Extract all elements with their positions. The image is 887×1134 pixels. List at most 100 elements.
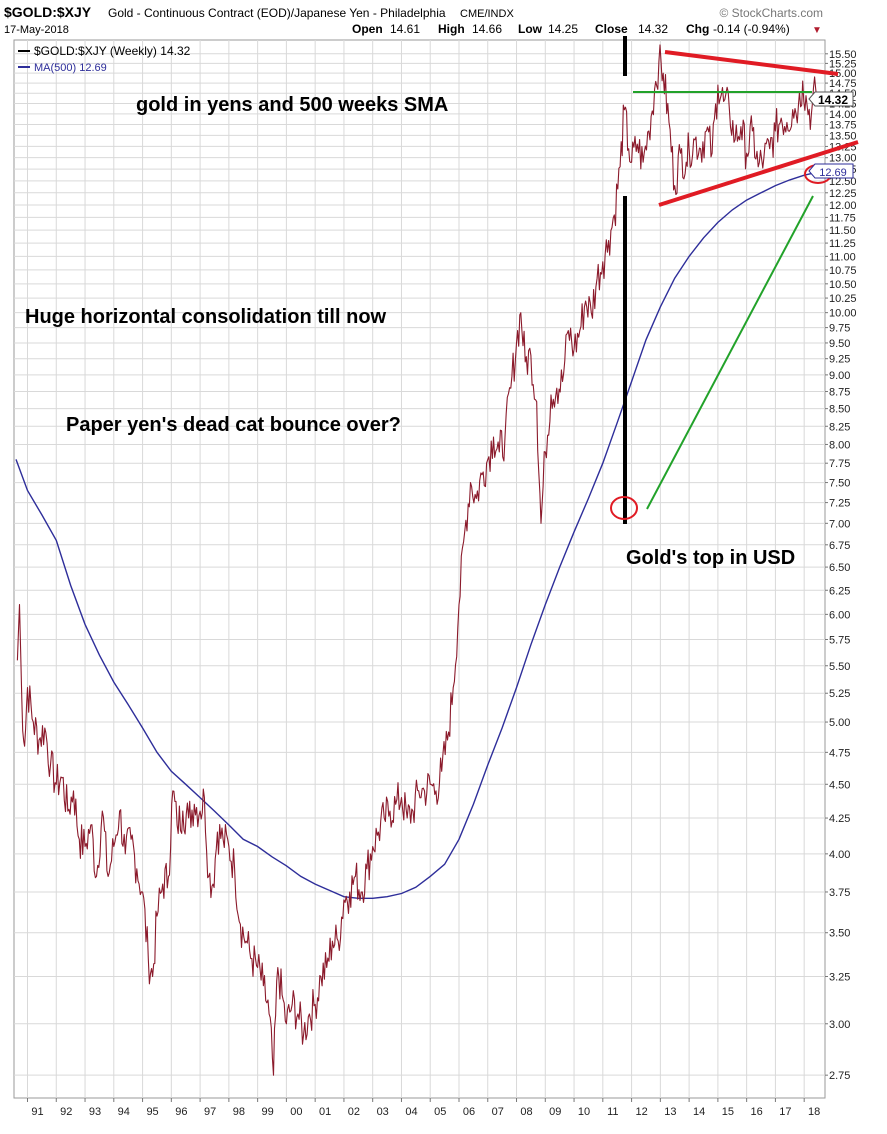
- y-tick-label: 8.75: [829, 387, 850, 399]
- annotation-dead-cat-note: Paper yen's dead cat bounce over?: [66, 414, 401, 436]
- price-tag-label: 14.32: [818, 93, 848, 107]
- price-tag: 14.32: [808, 91, 854, 107]
- plot-area: [13, 39, 826, 1099]
- y-tick-label: 14.75: [829, 78, 857, 90]
- y-tick-label: 5.00: [829, 717, 850, 729]
- y-tick-label: 6.50: [829, 562, 850, 574]
- high-value: 14.66: [472, 22, 502, 36]
- y-tick-label: 4.50: [829, 779, 850, 791]
- y-tick-label: 15.00: [829, 68, 857, 80]
- x-tick-label: 11: [607, 1106, 618, 1118]
- x-tick-label: 09: [549, 1106, 561, 1118]
- y-tick-label: 15.25: [829, 58, 857, 70]
- x-tick-label: 92: [60, 1106, 72, 1118]
- x-tick-label: 15: [722, 1106, 734, 1118]
- x-tick-label: 98: [233, 1106, 245, 1118]
- y-tick-label: 10.75: [829, 265, 857, 277]
- x-tick-label: 02: [348, 1106, 360, 1118]
- y-tick-label: 5.75: [829, 635, 850, 647]
- y-tick-label: 2.75: [829, 1070, 850, 1082]
- annotation-red-lower-trend: [658, 140, 859, 207]
- y-tick-label: 3.25: [829, 971, 850, 983]
- x-tick-label: 94: [118, 1106, 130, 1118]
- x-tick-label: 08: [520, 1106, 532, 1118]
- y-tick-label: 13.00: [829, 153, 857, 165]
- x-tick-label: 04: [405, 1106, 417, 1118]
- y-tick-label: 3.50: [829, 928, 850, 940]
- annotations: gold in yens and 500 weeks SMA Huge hori…: [25, 36, 859, 569]
- legend: $GOLD:$XJY (Weekly) 14.32 MA(500) 12.69: [18, 44, 191, 74]
- high-label: High: [438, 22, 465, 36]
- ma-layer: [15, 171, 819, 899]
- series-line-price: [16, 44, 820, 1076]
- x-tick-label: 97: [204, 1106, 216, 1118]
- close-value: 14.32: [638, 22, 668, 36]
- x-tick-label: 13: [664, 1106, 676, 1118]
- y-tick-label: 8.50: [829, 404, 850, 416]
- x-tick-label: 01: [319, 1106, 331, 1118]
- y-tick-label: 6.75: [829, 540, 850, 552]
- y-tick-label: 10.00: [829, 308, 857, 320]
- y-tick-label: 12.50: [829, 176, 857, 188]
- exchange-label: CME/INDX: [460, 8, 514, 20]
- x-tick-label: 05: [434, 1106, 446, 1118]
- y-tick-label: 5.25: [829, 688, 850, 700]
- annotation-top-note: Gold's top in USD: [626, 547, 795, 569]
- y-tick-label: 14.00: [829, 109, 857, 121]
- x-tick-label: 95: [146, 1106, 158, 1118]
- ma-tag-label: 12.69: [819, 167, 847, 179]
- legend-price-label: $GOLD:$XJY (Weekly) 14.32: [34, 44, 191, 58]
- x-tick-label: 96: [175, 1106, 187, 1118]
- y-tick-label: 9.25: [829, 354, 850, 366]
- y-tick-label: 13.50: [829, 130, 857, 142]
- close-label: Close: [595, 22, 628, 36]
- x-tick-label: 12: [635, 1106, 647, 1118]
- x-tick-label: 18: [808, 1106, 820, 1118]
- y-tick-label: 4.25: [829, 813, 850, 825]
- y-tick-label: 7.75: [829, 458, 850, 470]
- x-tick-label: 16: [751, 1106, 763, 1118]
- y-tick-label: 11.50: [829, 225, 856, 237]
- y-tick-label: 3.00: [829, 1019, 850, 1031]
- y-tick-label: 12.25: [829, 188, 857, 200]
- ma-tag: 12.69: [808, 163, 854, 179]
- x-tick-label: 99: [262, 1106, 274, 1118]
- chart-symbol: $GOLD:$XJY: [4, 4, 92, 20]
- annotation-red-upper-trend: [664, 50, 839, 76]
- y-tick-label: 9.75: [829, 323, 850, 335]
- open-label: Open: [352, 22, 383, 36]
- y-tick-label: 6.00: [829, 609, 850, 621]
- y-tick-label: 3.75: [829, 887, 850, 899]
- y-tick-label: 13.75: [829, 120, 857, 132]
- x-tick-label: 10: [578, 1106, 590, 1118]
- y-tick-label: 5.50: [829, 661, 850, 673]
- annotation-green-uptrend: [646, 195, 814, 510]
- y-tick-label: 7.50: [829, 478, 850, 490]
- y-tick-label: 11.00: [829, 251, 856, 263]
- legend-ma-label: MA(500) 12.69: [34, 62, 107, 74]
- annotation-title-note: gold in yens and 500 weeks SMA: [136, 94, 448, 116]
- x-tick-label: 14: [693, 1106, 705, 1118]
- y-tick-label: 11.25: [829, 238, 856, 250]
- ma-tag-box: [808, 163, 854, 179]
- y-axis: 2.75 3.00 3.25 3.50 3.75 4.00 4.25 4.50 4.75 5.00…: [825, 49, 857, 1082]
- x-tick-label: 00: [290, 1106, 302, 1118]
- stockcharts-brand: © StockCharts.com: [719, 6, 823, 20]
- y-tick-label: 7.00: [829, 518, 850, 530]
- x-tick-label: 06: [463, 1106, 475, 1118]
- chg-label: Chg: [686, 22, 709, 36]
- y-tick-label: 6.25: [829, 585, 850, 597]
- y-tick-label: 10.25: [829, 293, 857, 305]
- y-tick-label: 7.25: [829, 498, 850, 510]
- chart-description: Gold - Continuous Contract (EOD)/Japanes…: [108, 6, 446, 20]
- y-tick-label: 4.00: [829, 849, 850, 861]
- x-tick-label: 93: [89, 1106, 101, 1118]
- price-layer: [16, 44, 820, 1076]
- y-tick-label: 9.50: [829, 338, 850, 350]
- y-tick-label: 12.00: [829, 200, 857, 212]
- low-label: Low: [518, 22, 543, 36]
- y-tick-label: 10.50: [829, 279, 857, 291]
- x-tick-label: 91: [31, 1106, 43, 1118]
- ohlc-readout: Open 14.61 High 14.66 Low 14.25 Close 14…: [352, 22, 822, 36]
